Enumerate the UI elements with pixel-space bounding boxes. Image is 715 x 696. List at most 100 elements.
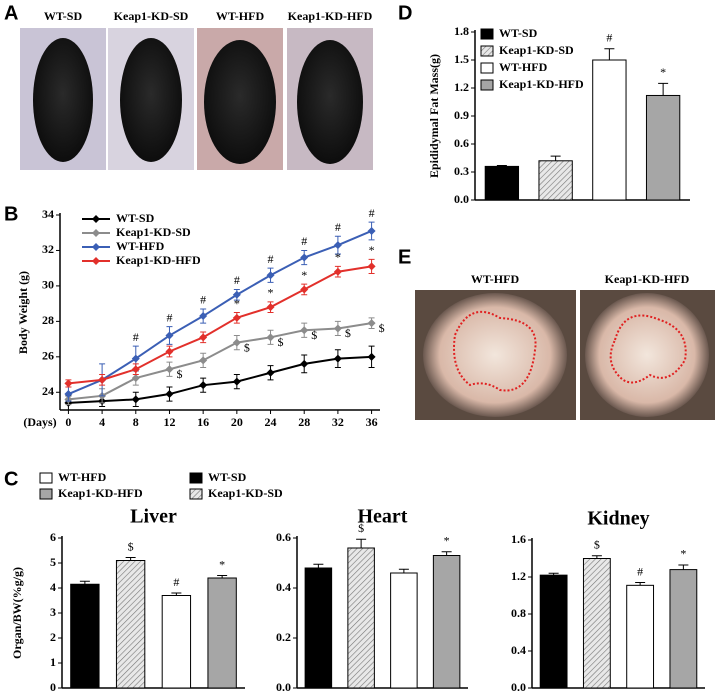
error-bar xyxy=(398,568,409,573)
y-tick-label: 0.2 xyxy=(276,630,291,644)
annotation: * xyxy=(660,65,666,79)
series-line xyxy=(68,322,372,401)
marker xyxy=(64,390,73,399)
y-tick-label: 0.4 xyxy=(511,643,526,657)
bar xyxy=(645,94,681,201)
bar xyxy=(115,560,146,689)
mouse xyxy=(33,38,93,162)
error-bar xyxy=(313,563,324,568)
marker xyxy=(266,333,275,342)
photo-label: Keap1-KD-HFD xyxy=(288,9,373,23)
y-tick-label: 1.2 xyxy=(454,80,469,94)
error-bar xyxy=(125,557,136,561)
y-tick-label: 1.8 xyxy=(454,24,469,38)
marker xyxy=(165,331,174,340)
y-axis-title: Organ/BW(%g/g) xyxy=(10,567,24,659)
photo-label: WT-HFD xyxy=(216,9,265,23)
y-axis-title: Epididymal Fat Mass(g) xyxy=(427,54,441,178)
error-bar xyxy=(635,582,646,586)
marker xyxy=(333,354,342,363)
error-bar xyxy=(217,575,228,578)
marker xyxy=(367,352,376,361)
bar xyxy=(161,595,192,689)
error-bar xyxy=(678,564,689,570)
series-line xyxy=(68,230,372,395)
error-bar xyxy=(171,592,182,596)
annotation: $ xyxy=(358,521,364,535)
y-tick-label: 1.5 xyxy=(454,52,469,66)
marker xyxy=(300,285,309,294)
bar xyxy=(207,577,237,689)
series-line xyxy=(68,355,372,404)
legend-swatch xyxy=(480,45,494,57)
marker xyxy=(232,338,241,347)
photo-label: WT-SD xyxy=(44,9,83,23)
annotation: # xyxy=(133,330,139,344)
annotation: $ xyxy=(311,328,317,342)
annotation: # xyxy=(173,575,179,589)
y-tick-label: 32 xyxy=(42,242,54,256)
marker xyxy=(333,267,342,276)
legend-label: Keap1-KD-SD xyxy=(499,43,574,57)
y-tick-label: 0 xyxy=(50,680,56,694)
legend-swatch xyxy=(480,79,494,91)
annotation: * xyxy=(234,296,240,310)
legend-marker xyxy=(92,229,100,237)
x-tick-label: 8 xyxy=(133,415,139,429)
bar xyxy=(592,59,627,201)
legend-marker xyxy=(92,257,100,265)
annotation: # xyxy=(234,273,240,287)
y-tick-label: 0.0 xyxy=(454,192,469,206)
bar xyxy=(304,567,333,689)
annotation: # xyxy=(637,564,643,578)
error-bar xyxy=(604,48,615,60)
error-bar xyxy=(496,164,507,167)
error-bar xyxy=(548,572,559,576)
chart-title: Heart xyxy=(358,506,408,528)
y-tick-label: 34 xyxy=(42,207,54,221)
annotation: $ xyxy=(176,367,182,381)
legend-label: Keap1-KD-HFD xyxy=(58,486,143,500)
marker xyxy=(131,395,140,404)
annotation: # xyxy=(335,220,341,234)
x-tick-label: 4 xyxy=(99,415,105,429)
legend-label: WT-HFD xyxy=(58,470,107,484)
photo-label: WT-HFD xyxy=(471,272,520,286)
photo-label: Keap1-KD-SD xyxy=(114,9,189,23)
bar xyxy=(432,555,461,689)
marker xyxy=(199,381,208,390)
legend-label: WT-SD xyxy=(116,211,155,225)
marker xyxy=(367,319,376,328)
chart-title: Kidney xyxy=(587,508,649,530)
annotation: $ xyxy=(345,326,351,340)
fat-outline xyxy=(453,310,537,392)
legend-marker xyxy=(92,243,100,251)
y-tick-label: 1.6 xyxy=(511,532,526,546)
y-tick-label: 26 xyxy=(42,349,54,363)
legend-swatch xyxy=(480,62,494,74)
panel-label: A xyxy=(4,2,18,24)
marker xyxy=(165,347,174,356)
y-tick-label: 1 xyxy=(50,655,56,669)
marker xyxy=(367,262,376,271)
error-bar xyxy=(591,555,602,559)
photo-label: Keap1-KD-HFD xyxy=(605,272,690,286)
x-axis-title: (Days) xyxy=(23,415,56,429)
annotation: * xyxy=(369,243,375,257)
bar xyxy=(626,584,655,689)
y-tick-label: 0.0 xyxy=(276,680,291,694)
marker xyxy=(333,241,342,250)
y-tick-label: 0.9 xyxy=(454,108,469,122)
legend-swatch xyxy=(189,472,203,484)
panel-label: C xyxy=(4,468,18,490)
annotation: # xyxy=(606,31,612,45)
y-tick-label: 0.6 xyxy=(454,136,469,150)
marker xyxy=(300,359,309,368)
panel-e-photos xyxy=(415,290,715,420)
annotation: $ xyxy=(379,321,385,335)
annotation: $ xyxy=(594,537,600,551)
y-tick-label: 2 xyxy=(50,630,56,644)
annotation: $ xyxy=(278,335,284,349)
y-tick-label: 28 xyxy=(42,313,54,327)
